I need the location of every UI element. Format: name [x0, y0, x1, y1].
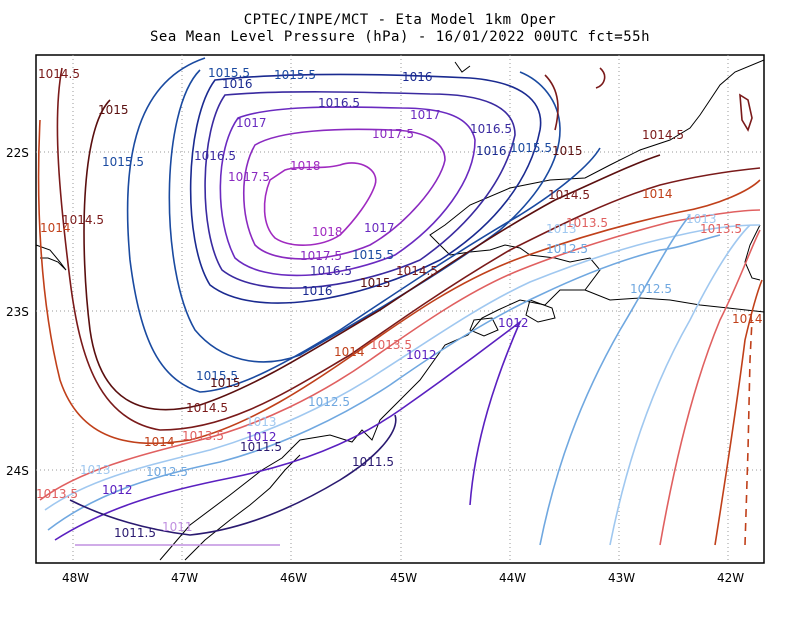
isobar-label: 1011.5: [240, 440, 282, 454]
isobar-label: 1013.5: [36, 487, 78, 501]
isobar-label: 1013.5: [182, 429, 224, 443]
lat-axis: 22S 23S 24S: [6, 146, 29, 478]
lat-tick-label: 22S: [6, 146, 29, 160]
isobar-label: 1012: [246, 430, 277, 444]
lon-tick-label: 44W: [499, 571, 526, 585]
isobar-label: 1014: [144, 435, 175, 449]
isobar-label: 1015: [360, 276, 391, 290]
isobar-label: 1013.5: [370, 338, 412, 352]
isobar-label: 1015.5: [196, 369, 238, 383]
isobar-label: 1013: [686, 212, 717, 226]
lon-tick-label: 46W: [280, 571, 307, 585]
isobar-label: 1018: [290, 159, 321, 173]
isobar-label: 1012.5: [146, 465, 188, 479]
isobar-label: 1018: [312, 225, 343, 239]
isobars: [37, 57, 763, 546]
isobar-label: 1014.5: [62, 213, 104, 227]
isobar-label: 1012: [406, 348, 437, 362]
isobar-label: 1017: [236, 116, 267, 130]
isobar-label: 1013: [80, 463, 111, 477]
isobar-label: 1016.5: [194, 149, 236, 163]
isobar-label: 1015: [98, 103, 129, 117]
isobar-label: 1016: [402, 70, 433, 84]
isobar-label: 1013.5: [566, 216, 608, 230]
isobar-label: 1011: [162, 520, 193, 534]
isobar-label: 1014.5: [396, 264, 438, 278]
isobar-label: 1013: [246, 415, 277, 429]
isobar-label: 1016.5: [470, 122, 512, 136]
isobar-label: 1015: [210, 376, 241, 390]
isobar-label: 1014.5: [186, 401, 228, 415]
isobar-label: 1015.5: [208, 66, 250, 80]
isobar-label: 1014.5: [642, 128, 684, 142]
map-frame: [35, 54, 765, 564]
isobar-label: 1014: [334, 345, 365, 359]
isobar-label: 1017: [410, 108, 441, 122]
lat-tick-label: 23S: [6, 305, 29, 319]
grid: [36, 55, 764, 563]
isobar-label: 1011.5: [352, 455, 394, 469]
isobar-label: 1015.5: [352, 248, 394, 262]
lat-tick-label: 24S: [6, 464, 29, 478]
isobar-label: 1016: [222, 77, 253, 91]
isobar-label: 1014.5: [548, 188, 590, 202]
isobar-label: 1016.5: [318, 96, 360, 110]
isobar-label: 1017: [364, 221, 395, 235]
map-title: CPTEC/INPE/MCT - Eta Model 1km Oper: [243, 12, 557, 28]
isobar-label: 1013: [546, 222, 577, 236]
isobar-label: 1016.5: [310, 264, 352, 278]
lon-axis: 48W 47W 46W 45W 44W 43W 42W: [62, 571, 744, 585]
isobar-label: 1017.5: [372, 127, 414, 141]
isobar-label: 1014: [642, 187, 673, 201]
isobar-label: 1015.5: [510, 141, 552, 155]
isobar-label: 1017.5: [228, 170, 270, 184]
map-subtitle: Sea Mean Level Pressure (hPa) - 16/01/20…: [149, 29, 650, 45]
isobar-label: 1012: [102, 483, 133, 497]
lon-tick-label: 47W: [171, 571, 198, 585]
isobar-label: 1017.5: [300, 249, 342, 263]
isobar-label: 1012: [498, 316, 529, 330]
isobar-label: 1014: [40, 221, 71, 235]
isobar-label: 1016: [476, 144, 507, 158]
lon-tick-label: 43W: [608, 571, 635, 585]
isobar-label: 1012.5: [630, 282, 672, 296]
isobar-label: 1012.5: [546, 242, 588, 256]
isobar-label: 1012.5: [308, 395, 350, 409]
isobar-label: 1015.5: [274, 68, 316, 82]
isobar-label: 1015: [552, 144, 583, 158]
isobar-label: 1014: [732, 312, 763, 326]
lon-tick-label: 45W: [390, 571, 417, 585]
isobar-label: 1014.5: [38, 67, 80, 81]
lon-tick-label: 48W: [62, 571, 89, 585]
isobar-label: 1011.5: [114, 526, 156, 540]
isobar-label: 1013.5: [700, 222, 742, 236]
isobar-labels: 1014.5 1015 1015.5 1015.5 1015.5 1016 10…: [36, 66, 763, 540]
isobar-label: 1015.5: [102, 155, 144, 169]
isobar-label: 1016: [302, 284, 333, 298]
lon-tick-label: 42W: [717, 571, 744, 585]
